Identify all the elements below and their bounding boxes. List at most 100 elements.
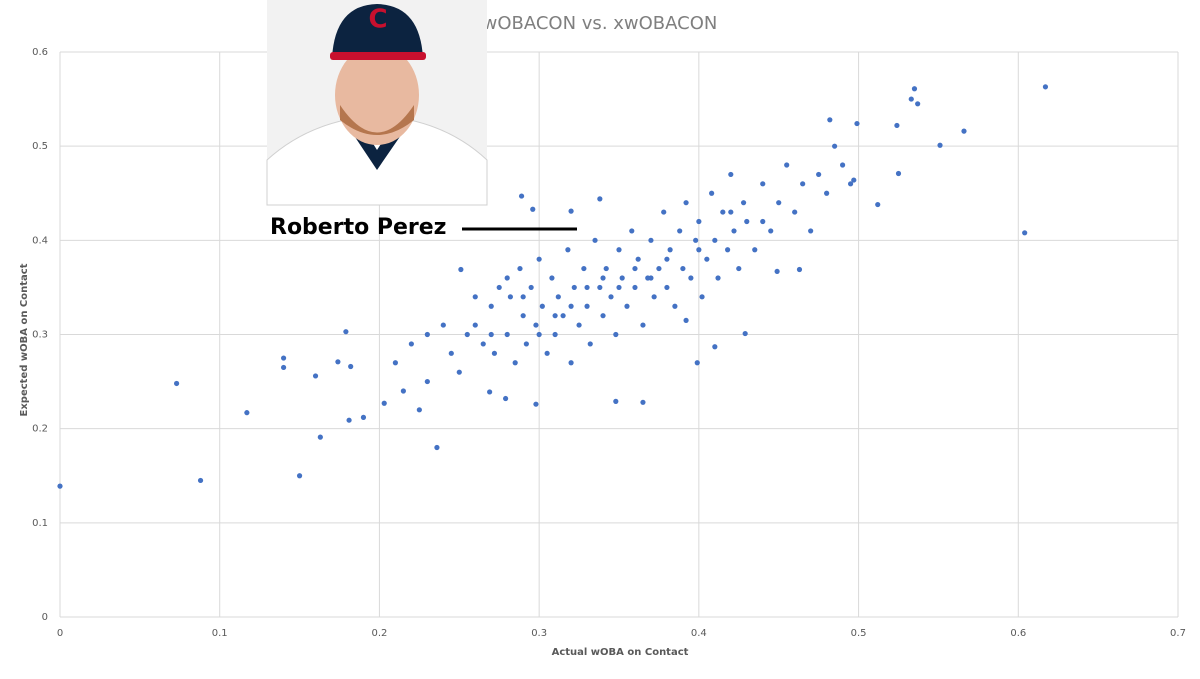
data-point bbox=[760, 218, 766, 225]
data-point bbox=[895, 170, 902, 177]
player-photo: C bbox=[266, 0, 488, 206]
data-point bbox=[504, 331, 510, 338]
data-point bbox=[937, 142, 943, 148]
x-tick-label: 0.4 bbox=[691, 628, 707, 639]
data-point bbox=[725, 247, 731, 253]
data-point bbox=[661, 209, 667, 215]
data-point bbox=[840, 162, 846, 168]
data-point bbox=[312, 373, 319, 379]
data-point bbox=[635, 256, 641, 262]
data-point bbox=[736, 265, 742, 272]
data-point bbox=[911, 86, 918, 92]
data-point bbox=[440, 322, 446, 328]
data-point bbox=[571, 284, 577, 291]
data-point bbox=[784, 162, 790, 168]
data-point bbox=[296, 473, 303, 479]
data-point bbox=[600, 275, 606, 281]
data-point bbox=[742, 330, 748, 337]
data-point bbox=[424, 378, 430, 385]
grid bbox=[59, 51, 1179, 618]
data-point bbox=[683, 200, 689, 206]
data-point bbox=[488, 331, 494, 338]
data-point bbox=[728, 209, 734, 215]
data-point bbox=[961, 128, 967, 134]
data-point bbox=[664, 284, 670, 291]
data-point bbox=[434, 444, 440, 451]
data-point bbox=[651, 294, 657, 300]
data-point bbox=[533, 322, 539, 328]
data-point bbox=[1022, 230, 1028, 236]
data-point bbox=[776, 200, 782, 206]
data-point bbox=[827, 117, 833, 123]
data-point bbox=[648, 275, 654, 281]
data-point bbox=[632, 265, 638, 272]
y-tick-label: 0.5 bbox=[32, 141, 48, 152]
data-point bbox=[603, 265, 609, 272]
data-point bbox=[173, 380, 180, 387]
data-point bbox=[696, 218, 702, 225]
data-point bbox=[667, 247, 673, 253]
data-point bbox=[528, 284, 534, 291]
data-point bbox=[568, 360, 574, 366]
data-point bbox=[568, 303, 574, 309]
data-point bbox=[597, 284, 603, 291]
data-point bbox=[915, 101, 921, 107]
data-point bbox=[244, 410, 250, 416]
data-point bbox=[584, 284, 590, 291]
data-point bbox=[568, 208, 574, 214]
data-point bbox=[488, 303, 494, 309]
cap bbox=[332, 4, 423, 58]
annotation: Roberto Perez bbox=[270, 215, 446, 240]
data-point bbox=[672, 303, 678, 309]
data-point bbox=[487, 389, 493, 395]
data-point bbox=[760, 181, 766, 187]
data-point bbox=[552, 313, 558, 319]
data-point bbox=[448, 350, 454, 356]
data-point bbox=[624, 303, 630, 309]
data-point bbox=[360, 414, 367, 420]
data-point bbox=[472, 322, 478, 328]
data-point bbox=[504, 275, 510, 281]
data-point bbox=[808, 228, 814, 234]
data-point bbox=[640, 322, 646, 328]
data-point bbox=[512, 360, 518, 366]
data-point bbox=[472, 294, 478, 300]
data-point bbox=[693, 237, 699, 243]
data-point bbox=[317, 434, 323, 440]
data-point bbox=[491, 350, 498, 356]
data-point bbox=[640, 399, 646, 405]
data-point bbox=[587, 341, 593, 347]
data-point bbox=[416, 407, 422, 413]
data-point bbox=[408, 341, 414, 347]
data-point bbox=[677, 228, 683, 234]
data-point bbox=[908, 96, 914, 102]
data-point bbox=[555, 294, 561, 300]
data-point bbox=[632, 284, 638, 291]
data-point bbox=[536, 331, 542, 338]
data-point bbox=[752, 247, 758, 253]
points bbox=[57, 84, 1049, 489]
data-point bbox=[576, 322, 582, 328]
face bbox=[335, 45, 419, 145]
data-point bbox=[875, 201, 881, 208]
data-point bbox=[281, 355, 287, 361]
data-point bbox=[688, 275, 694, 281]
data-point bbox=[824, 190, 830, 196]
data-point bbox=[523, 341, 529, 347]
data-point bbox=[539, 303, 545, 309]
data-point bbox=[613, 331, 619, 338]
data-point bbox=[664, 256, 670, 262]
data-point bbox=[392, 360, 398, 366]
data-point bbox=[197, 477, 204, 484]
data-point bbox=[597, 196, 603, 202]
x-tick-label: 0.1 bbox=[212, 628, 228, 639]
data-point bbox=[346, 417, 352, 423]
data-point bbox=[592, 237, 598, 243]
data-point bbox=[335, 359, 341, 365]
data-point bbox=[549, 275, 555, 281]
y-tick-label: 0.6 bbox=[32, 47, 48, 58]
y-tick-label: 0.1 bbox=[32, 518, 48, 529]
data-point bbox=[715, 275, 721, 281]
data-point bbox=[560, 313, 566, 319]
